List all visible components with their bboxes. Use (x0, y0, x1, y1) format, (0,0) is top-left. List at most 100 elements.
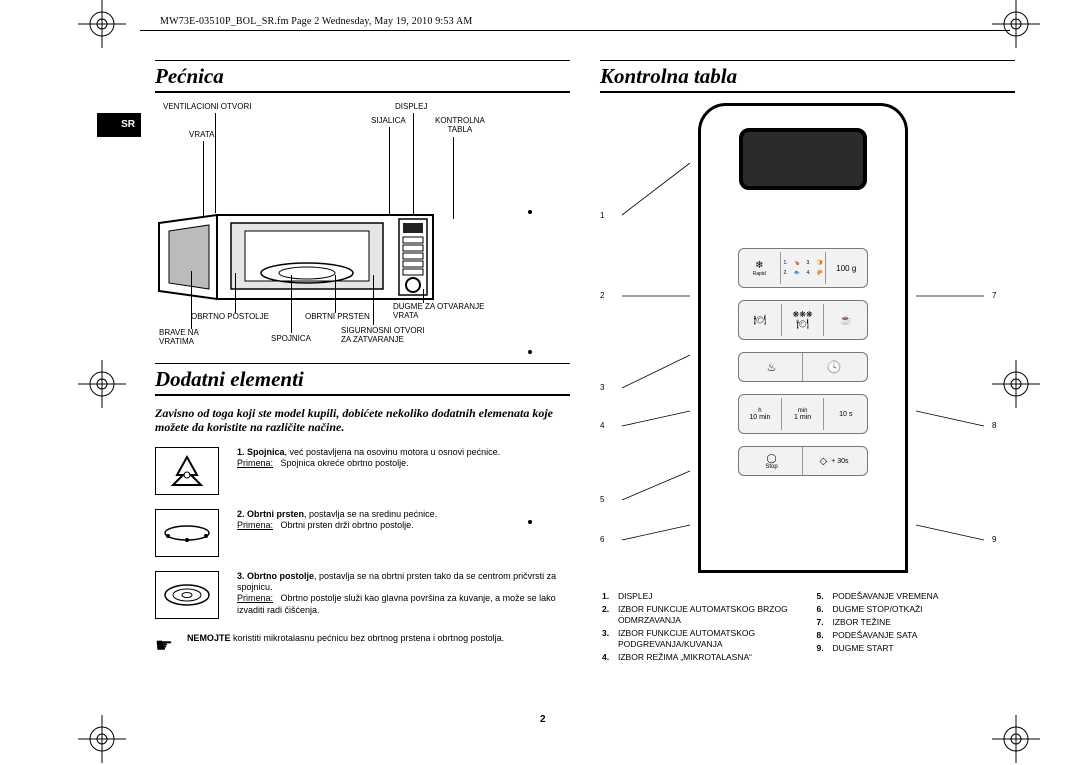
item-note: Obrtni prsten drži obrtno postolje. (281, 520, 414, 530)
label-sijalica: SIJALICA (371, 117, 406, 126)
legend-num: 7. (817, 617, 831, 628)
item-num: 1. (237, 447, 245, 457)
legend-text: PODEŠAVANJE SATA (833, 630, 939, 641)
oven-diagram: VENTILACIONI OTVORI VRATA DISPLEJ SIJALI… (155, 103, 570, 353)
legend-text: IZBOR FUNKCIJE AUTOMATSKOG PODGREVANJA/K… (618, 628, 799, 650)
primena-label: Primena: (237, 458, 273, 468)
rapid-label: Rapid (753, 271, 766, 277)
leader-lines-left-icon (620, 103, 692, 573)
section-title-accessories: Dodatni elementi (155, 363, 570, 396)
label-displej: DISPLEJ (395, 103, 427, 112)
coupler-icon (155, 447, 219, 495)
grid-num: 1. (783, 260, 787, 266)
callouts-left: 1 2 3 4 5 6 (600, 103, 614, 581)
legend-num: 1. (602, 591, 616, 602)
label-kontrolna: KONTROLNA TABLA (435, 117, 485, 135)
primena-label: Primena: (237, 520, 273, 530)
callout-num: 4 (600, 421, 604, 430)
stop-icon: ◯ (766, 453, 776, 464)
legend-text: DUGME START (833, 643, 939, 654)
item-desc: , postavlja se na sredinu pećnice. (304, 509, 437, 519)
weight-button: 100 g (826, 252, 867, 284)
label-ventilacioni: VENTILACIONI OTVORI (163, 103, 251, 112)
panel-legend: 1.DISPLEJ 2.IZBOR FUNKCIJE AUTOMATSKOG B… (600, 589, 1015, 665)
item-num: 3. (237, 571, 245, 581)
crop-mark-icon (78, 715, 126, 763)
accessory-item: 1. Spojnica, već postavljena na osovinu … (155, 447, 570, 495)
crop-mark-icon (78, 360, 126, 408)
defrost-icon: ❄ (755, 260, 763, 271)
callout-num: 6 (600, 535, 604, 544)
section-title-oven: Pećnica (155, 60, 570, 93)
callout-num: 7 (992, 291, 996, 300)
crop-mark-icon (78, 0, 126, 48)
item-desc: , već postavljena na osovinu motora u os… (285, 447, 501, 457)
pointer-icon: ☛ (155, 633, 173, 658)
control-panel-diagram: 1 2 3 4 5 6 (600, 103, 1015, 581)
grid-num: 2. (783, 270, 787, 276)
cup-icon: ☕ (839, 315, 851, 326)
header-rule (140, 30, 1010, 31)
warning-note: ☛ NEMOJTE koristiti mikrotalasnu pećnicu… (155, 633, 570, 658)
callouts-right: 7 8 9 (992, 103, 1006, 581)
time-row: h 10 min min 1 min 10 s (738, 394, 868, 434)
plus30-label: + 30s (831, 458, 848, 465)
label-sigurnosni: SIGURNOSNI OTVORI ZA ZATVARANJE (341, 327, 425, 345)
callout-num: 2 (600, 291, 604, 300)
start-icon: ◇ (819, 456, 827, 467)
snowflake-icon: ❋❋❋ (793, 310, 813, 319)
callout-num: 8 (992, 421, 996, 430)
legend-num: 4. (602, 652, 616, 663)
label-vrata: VRATA (189, 131, 214, 140)
label-obrtni-prsten: OBRTNI PRSTEN (305, 313, 370, 322)
legend-num: 6. (817, 604, 831, 615)
stop-start-row: ◯ Stop ◇ + 30s (738, 446, 868, 476)
label-brave: BRAVE NA VRATIMA (159, 329, 199, 347)
label-obrtno-postolje: OBRTNO POSTOLJE (191, 313, 269, 322)
legend-text: PODEŠAVANJE VREMENA (833, 591, 939, 602)
callout-num: 1 (600, 211, 604, 220)
file-header: MW73E-03510P_BOL_SR.fm Page 2 Wednesday,… (160, 16, 473, 27)
callout-num: 9 (992, 535, 996, 544)
plate2-icon: 🍽 (796, 319, 809, 330)
left-column: SR Pećnica VENTILACIONI OTVORI VRATA DIS… (155, 60, 570, 723)
warning-text: koristiti mikrotalasnu pećnicu bez obrtn… (230, 633, 504, 643)
display-icon (739, 128, 867, 190)
oven-illustration-icon (155, 211, 465, 306)
item-name: Obrtno postolje (247, 571, 314, 581)
food-icon: 🥐 (816, 270, 822, 276)
item-name: Obrtni prsten (247, 509, 304, 519)
plate-icon: 🍽 (754, 315, 767, 326)
grid-num: 4. (806, 270, 810, 276)
callout-num: 5 (600, 495, 604, 504)
defrost-row: ❄ Rapid 1.🍗 2.🐟 3.🍞 4.🥐 (738, 248, 868, 288)
legend-num: 8. (817, 630, 831, 641)
language-tab: SR (97, 113, 141, 137)
accessory-item: 3. Obrtno postolje, postavlja se na obrt… (155, 571, 570, 619)
microwave-icon: ♨ (767, 361, 777, 374)
grid-num: 3. (806, 260, 810, 266)
item-name: Spojnica (247, 447, 285, 457)
page-number: 2 (540, 714, 546, 725)
legend-text: IZBOR REŽIMA „MIKROTALASNA“ (618, 652, 799, 663)
legend-num: 5. (817, 591, 831, 602)
legend-text: IZBOR FUNKCIJE AUTOMATSKOG BRZOG ODMRZAV… (618, 604, 799, 626)
legend-num: 3. (602, 628, 616, 650)
legend-table-b: 5.PODEŠAVANJE VREMENA 6.DUGME STOP/OTKAŽ… (815, 589, 941, 656)
microwave-row: ♨ 🕓 (738, 352, 868, 382)
leader-lines-right-icon (914, 103, 986, 573)
manual-page: MW73E-03510P_BOL_SR.fm Page 2 Wednesday,… (0, 0, 1080, 763)
label-spojnica: SPOJNICA (271, 335, 311, 344)
legend-num: 9. (817, 643, 831, 654)
food-icon: 🐟 (793, 270, 799, 276)
warning-bold: NEMOJTE (187, 633, 231, 643)
legend-text: DUGME STOP/OTKAŽI (833, 604, 939, 615)
primena-label: Primena: (237, 593, 273, 603)
legend-table-a: 1.DISPLEJ 2.IZBOR FUNKCIJE AUTOMATSKOG B… (600, 589, 801, 665)
callout-num: 3 (600, 383, 604, 392)
item-num: 2. (237, 509, 245, 519)
accessories-intro: Zavisno od toga koji ste model kupili, d… (155, 406, 570, 435)
food-icon: 🍗 (793, 260, 799, 266)
crop-mark-icon (992, 0, 1040, 48)
legend-text: DISPLEJ (618, 591, 799, 602)
